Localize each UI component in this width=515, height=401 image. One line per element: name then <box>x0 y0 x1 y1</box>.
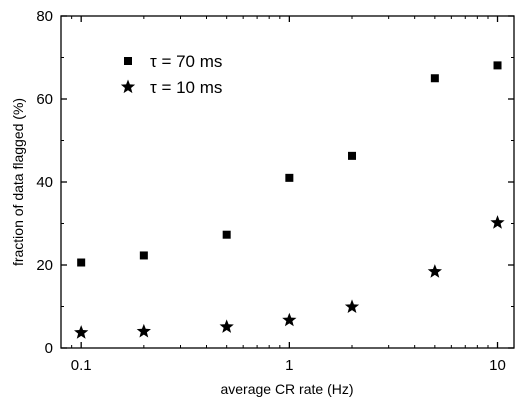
y-tick-labels: 0 20 40 60 80 <box>36 8 53 357</box>
x-tick-label: 10 <box>489 357 506 374</box>
axis-ticks <box>61 15 514 349</box>
square-marker <box>430 74 439 83</box>
x-axis-label: average CR rate (Hz) <box>220 381 353 397</box>
star-marker <box>490 215 505 229</box>
legend-item: τ = 10 ms <box>120 78 222 97</box>
y-axis-label: fraction of data flagged (%) <box>10 98 26 266</box>
x-tick-labels: 0.1 1 10 <box>71 357 506 374</box>
square-marker <box>222 230 231 239</box>
legend-item: τ = 70 ms <box>124 52 222 71</box>
star-marker <box>74 325 89 339</box>
y-tick-label: 40 <box>36 174 53 191</box>
star-marker <box>136 323 151 338</box>
legend-label: τ = 70 ms <box>150 52 222 71</box>
square-marker <box>77 258 86 267</box>
y-tick-label: 0 <box>45 340 53 357</box>
square-marker <box>285 173 294 182</box>
star-marker <box>344 299 360 313</box>
series-stars <box>74 215 505 339</box>
legend-square-marker <box>124 57 132 65</box>
star-marker <box>282 312 297 327</box>
square-marker <box>348 151 357 160</box>
x-tick-label: 1 <box>285 357 293 374</box>
y-tick-label: 80 <box>36 8 53 25</box>
y-tick-label: 60 <box>36 91 53 108</box>
legend: τ = 70 ms τ = 10 ms <box>120 52 222 97</box>
square-marker <box>493 61 502 70</box>
legend-star-marker <box>120 79 136 94</box>
data-markers <box>74 61 505 339</box>
series-squares <box>77 61 502 267</box>
y-tick-label: 20 <box>36 257 53 274</box>
star-marker <box>219 319 234 333</box>
x-tick-label: 0.1 <box>71 357 92 374</box>
square-marker <box>139 251 148 260</box>
plot-frame <box>60 15 515 349</box>
star-marker <box>427 264 442 278</box>
legend-label: τ = 10 ms <box>150 78 222 97</box>
